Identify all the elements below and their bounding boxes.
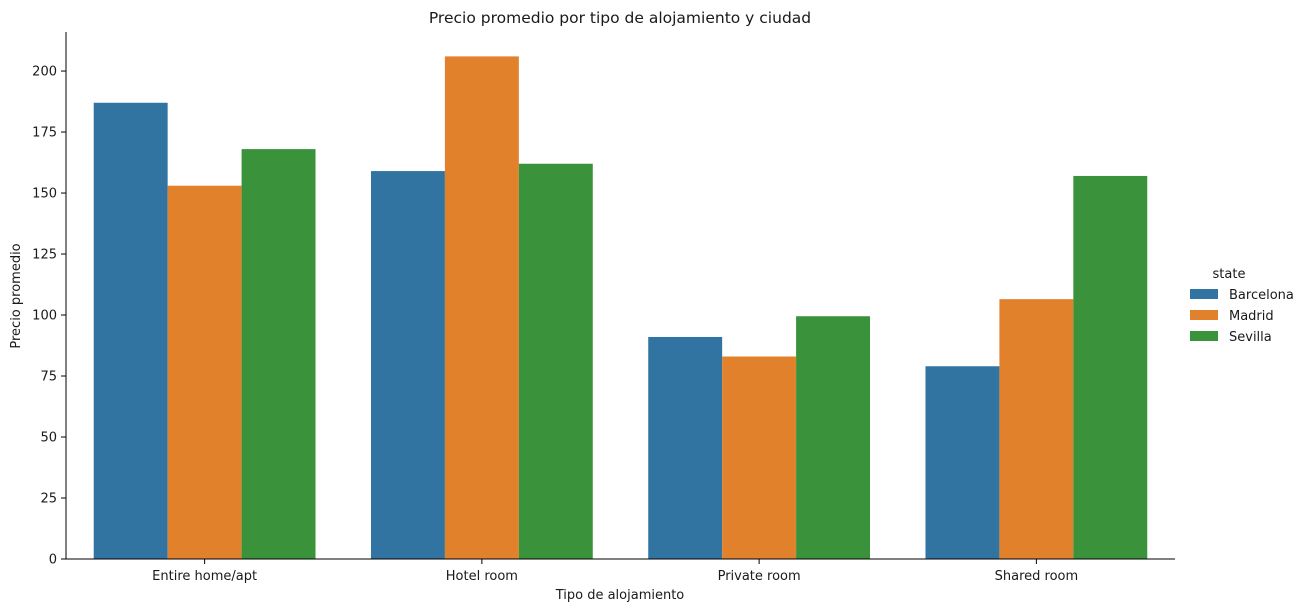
bar-madrid-1 [444,56,519,560]
bar-barcelona-1 [370,171,445,559]
y-axis: 0 25 50 75 100 125 150 175 200 [32,32,67,568]
y-tick-label: 0 [49,553,57,568]
y-tick-label: 75 [40,370,57,385]
chart-title: Precio promedio por tipo de alojamiento … [429,9,811,27]
x-tick-label: Shared room [995,569,1079,584]
legend-title: state [1213,267,1246,282]
y-tick-label: 150 [32,187,57,202]
y-tick-label: 25 [40,492,57,507]
y-tick-label: 125 [32,248,57,263]
legend-swatch-sevilla [1190,331,1218,341]
bar-sevilla-1 [518,163,593,559]
x-axis: Entire home/apt Hotel room Private room Sha… [66,558,1175,584]
bar-sevilla-3 [1073,175,1148,559]
y-tick-label: 50 [40,431,57,446]
y-tick-label: 100 [32,309,57,324]
bars-group [93,56,1148,560]
legend-swatch-madrid [1190,310,1218,320]
y-tick-label: 200 [32,65,57,80]
bar-sevilla-2 [796,316,871,559]
bar-madrid-0 [167,185,242,559]
bar-barcelona-0 [93,102,168,559]
bar-sevilla-0 [241,149,316,560]
x-tick-label: Hotel room [446,569,518,584]
legend: state Barcelona Madrid Sevilla [1190,267,1294,345]
x-tick-label: Entire home/apt [152,569,257,584]
legend-label-madrid: Madrid [1229,309,1274,324]
y-axis-title: Precio promedio [9,243,24,348]
x-tick-label: Private room [718,569,801,584]
legend-swatch-barcelona [1190,289,1218,299]
bar-barcelona-3 [925,366,1000,559]
bar-madrid-2 [722,356,797,559]
x-axis-title: Tipo de alojamiento [555,588,685,603]
bar-madrid-3 [999,299,1074,559]
legend-label-barcelona: Barcelona [1229,288,1294,303]
bar-barcelona-2 [648,336,723,559]
legend-label-sevilla: Sevilla [1229,330,1272,345]
y-tick-label: 175 [32,126,57,141]
